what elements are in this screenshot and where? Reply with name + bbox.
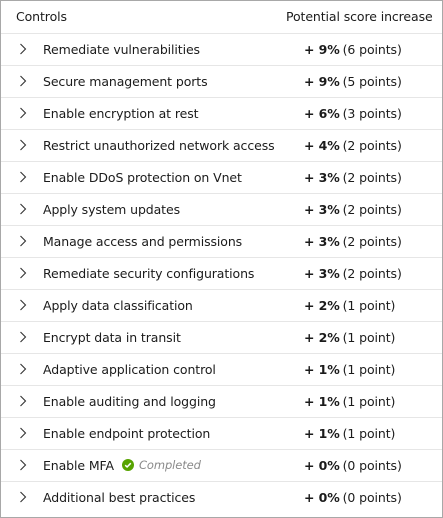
- control-label: Apply data classification: [43, 298, 193, 313]
- score-points: (1 point): [342, 298, 396, 313]
- control-row-restrict-unauthorized-network-access[interactable]: Restrict unauthorized network access + 4…: [1, 130, 442, 162]
- chevron-right-icon[interactable]: [18, 43, 28, 55]
- potential-score: + 1% (1 point): [304, 426, 395, 441]
- score-percent: + 1%: [304, 362, 340, 377]
- potential-score: + 3% (2 points): [304, 202, 402, 217]
- chevron-right-icon[interactable]: [18, 139, 28, 151]
- control-row-apply-system-updates[interactable]: Apply system updates + 3% (2 points): [1, 194, 442, 226]
- score-points: (2 points): [342, 234, 402, 249]
- control-label: Enable MFA: [43, 458, 114, 473]
- control-row-remediate-security-configurations[interactable]: Remediate security configurations + 3% (2…: [1, 258, 442, 290]
- control-label: Restrict unauthorized network access: [43, 138, 275, 153]
- control-label: Secure management ports: [43, 74, 208, 89]
- control-row-adaptive-application-control[interactable]: Adaptive application control + 1% (1 poin…: [1, 354, 442, 386]
- potential-score: + 3% (2 points): [304, 170, 402, 185]
- control-row-enable-encryption-at-rest[interactable]: Enable encryption at rest + 6% (3 points): [1, 98, 442, 130]
- table-header: Controls Potential score increase: [1, 1, 442, 34]
- control-row-encrypt-data-in-transit[interactable]: Encrypt data in transit + 2% (1 point): [1, 322, 442, 354]
- chevron-right-icon[interactable]: [18, 395, 28, 407]
- potential-score: + 3% (2 points): [304, 234, 402, 249]
- chevron-right-icon[interactable]: [18, 75, 28, 87]
- control-label: Encrypt data in transit: [43, 330, 181, 345]
- control-label: Enable endpoint protection: [43, 426, 211, 441]
- score-percent: + 0%: [304, 490, 340, 505]
- score-points: (6 points): [342, 42, 402, 57]
- chevron-right-icon[interactable]: [18, 459, 28, 471]
- control-row-secure-management-ports[interactable]: Secure management ports + 9% (5 points): [1, 66, 442, 98]
- score-percent: + 9%: [304, 74, 340, 89]
- chevron-right-icon[interactable]: [18, 491, 28, 503]
- score-percent: + 1%: [304, 426, 340, 441]
- chevron-right-icon[interactable]: [18, 363, 28, 375]
- score-points: (1 point): [342, 362, 396, 377]
- control-label: Enable encryption at rest: [43, 106, 199, 121]
- score-points: (2 points): [342, 138, 402, 153]
- potential-score: + 3% (2 points): [304, 266, 402, 281]
- control-label: Apply system updates: [43, 202, 180, 217]
- control-row-apply-data-classification[interactable]: Apply data classification + 2% (1 point): [1, 290, 442, 322]
- control-row-enable-mfa[interactable]: Enable MFA Completed + 0% (0 points): [1, 450, 442, 482]
- potential-score: + 2% (1 point): [304, 330, 395, 345]
- column-header-controls: Controls: [16, 9, 67, 24]
- controls-list: Remediate vulnerabilities + 9% (6 points)…: [1, 34, 442, 513]
- potential-score: + 9% (6 points): [304, 42, 402, 57]
- score-percent: + 4%: [304, 138, 340, 153]
- control-label: Additional best practices: [43, 490, 196, 505]
- score-percent: + 9%: [304, 42, 340, 57]
- score-points: (2 points): [342, 266, 402, 281]
- score-points: (1 point): [342, 394, 396, 409]
- score-percent: + 3%: [304, 202, 340, 217]
- score-percent: + 3%: [304, 234, 340, 249]
- score-percent: + 0%: [304, 458, 340, 473]
- score-percent: + 2%: [304, 298, 340, 313]
- score-points: (0 points): [342, 490, 402, 505]
- potential-score: + 9% (5 points): [304, 74, 402, 89]
- potential-score: + 0% (0 points): [304, 458, 402, 473]
- control-label: Remediate security configurations: [43, 266, 255, 281]
- chevron-right-icon[interactable]: [18, 427, 28, 439]
- score-percent: + 3%: [304, 266, 340, 281]
- score-points: (2 points): [342, 202, 402, 217]
- control-label: Remediate vulnerabilities: [43, 42, 200, 57]
- control-label: Enable auditing and logging: [43, 394, 216, 409]
- control-row-enable-endpoint-protection[interactable]: Enable endpoint protection + 1% (1 point): [1, 418, 442, 450]
- control-label: Manage access and permissions: [43, 234, 243, 249]
- chevron-right-icon[interactable]: [18, 267, 28, 279]
- potential-score: + 2% (1 point): [304, 298, 395, 313]
- control-row-enable-auditing-and-logging[interactable]: Enable auditing and logging + 1% (1 point…: [1, 386, 442, 418]
- score-points: (0 points): [342, 458, 402, 473]
- control-row-manage-access-and-permissions[interactable]: Manage access and permissions + 3% (2 poi…: [1, 226, 442, 258]
- score-points: (1 point): [342, 330, 396, 345]
- score-percent: + 1%: [304, 394, 340, 409]
- potential-score: + 1% (1 point): [304, 394, 395, 409]
- column-header-potential-score: Potential score increase: [286, 9, 433, 24]
- score-percent: + 6%: [304, 106, 340, 121]
- chevron-right-icon[interactable]: [18, 331, 28, 343]
- chevron-right-icon[interactable]: [18, 235, 28, 247]
- score-percent: + 2%: [304, 330, 340, 345]
- potential-score: + 0% (0 points): [304, 490, 402, 505]
- chevron-right-icon[interactable]: [18, 203, 28, 215]
- control-label: Adaptive application control: [43, 362, 216, 377]
- score-points: (3 points): [342, 106, 402, 121]
- potential-score: + 6% (3 points): [304, 106, 402, 121]
- score-points: (5 points): [342, 74, 402, 89]
- score-percent: + 3%: [304, 170, 340, 185]
- completed-status: Completed: [122, 458, 201, 472]
- potential-score: + 4% (2 points): [304, 138, 402, 153]
- score-points: (1 point): [342, 426, 396, 441]
- completed-status-label: Completed: [139, 458, 201, 472]
- potential-score: + 1% (1 point): [304, 362, 395, 377]
- control-label: Enable DDoS protection on Vnet: [43, 170, 242, 185]
- control-row-additional-best-practices[interactable]: Additional best practices + 0% (0 points): [1, 482, 442, 513]
- chevron-right-icon[interactable]: [18, 107, 28, 119]
- check-circle-icon: [122, 459, 134, 471]
- control-row-enable-ddos-protection[interactable]: Enable DDoS protection on Vnet + 3% (2 po…: [1, 162, 442, 194]
- score-points: (2 points): [342, 170, 402, 185]
- chevron-right-icon[interactable]: [18, 171, 28, 183]
- chevron-right-icon[interactable]: [18, 299, 28, 311]
- control-row-remediate-vulnerabilities[interactable]: Remediate vulnerabilities + 9% (6 points): [1, 34, 442, 66]
